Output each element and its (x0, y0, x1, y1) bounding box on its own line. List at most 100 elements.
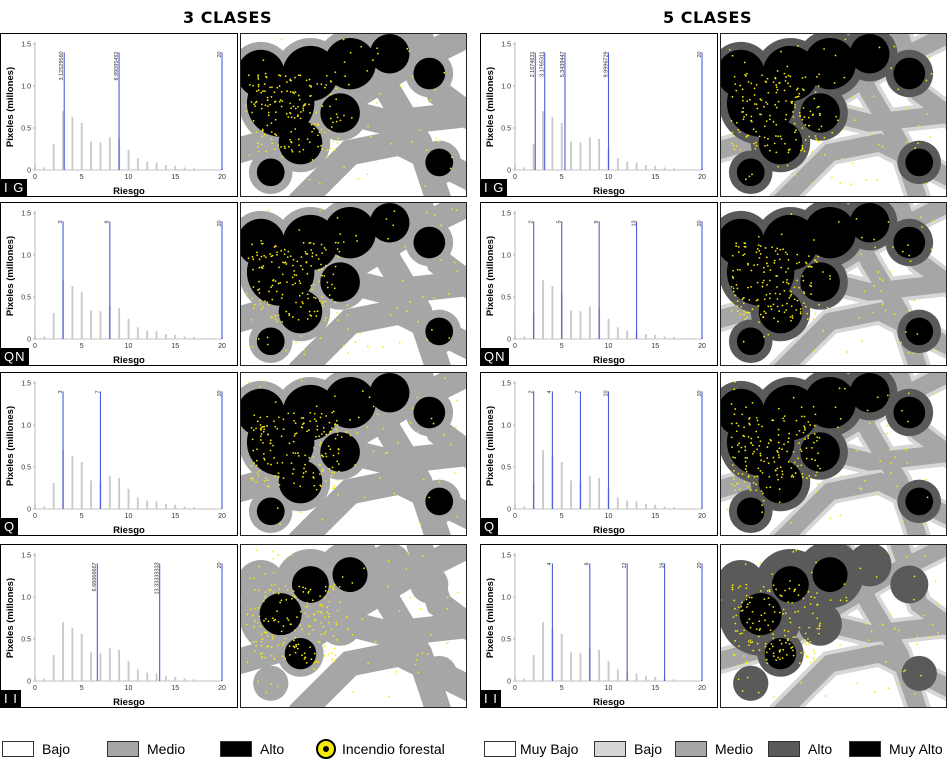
risk-core (241, 388, 285, 437)
fire-point (455, 209, 458, 212)
fire-point (905, 108, 908, 110)
fire-point (929, 136, 932, 139)
fire-point (744, 178, 747, 181)
x-tick-label: 5 (560, 685, 564, 692)
x-axis-label: Riesgo (593, 355, 625, 365)
fire-point (735, 614, 738, 617)
fire-point (786, 653, 788, 656)
fire-point (314, 297, 317, 300)
fire-point (799, 448, 802, 451)
y-tick-label: 1.0 (501, 595, 511, 602)
fire-point (298, 585, 301, 588)
fire-point (323, 275, 326, 277)
y-tick-label: 1.5 (21, 42, 31, 49)
fire-point (807, 124, 810, 127)
fire-point (834, 406, 837, 409)
fire-point (764, 145, 766, 147)
histogram-bar (52, 482, 55, 509)
risk-core (369, 34, 410, 74)
fire-point (294, 128, 297, 130)
fire-point (784, 118, 787, 121)
fire-point (796, 95, 799, 98)
histogram-bar (645, 333, 647, 339)
fire-point (913, 299, 916, 302)
fire-point (324, 590, 327, 592)
histogram-bar (551, 117, 554, 170)
fire-point (344, 75, 346, 78)
fire-point (794, 106, 796, 109)
fire-point (258, 258, 261, 261)
fire-point (759, 454, 762, 457)
method-badge: QN (481, 348, 509, 365)
fire-point (789, 580, 791, 582)
fire-point (284, 75, 287, 77)
fire-point (246, 661, 249, 664)
fire-point (326, 286, 329, 289)
risk-core (320, 93, 360, 133)
fire-point (740, 601, 743, 604)
fire-point (776, 467, 779, 470)
fire-point (264, 300, 266, 302)
class-break-label: 3.12529560 (59, 51, 65, 80)
x-tick-label: 15 (171, 343, 179, 350)
fire-point (750, 115, 753, 118)
fire-point (366, 426, 369, 429)
fire-point (894, 627, 896, 630)
fire-point (783, 89, 786, 92)
fire-point (747, 81, 750, 83)
fire-point (734, 622, 737, 625)
fire-point (325, 74, 328, 77)
fire-point (255, 464, 258, 467)
fire-point (318, 131, 321, 134)
fire-point (253, 303, 256, 306)
fire-point (786, 164, 789, 167)
histogram-bar (165, 164, 167, 170)
fire-point (328, 294, 331, 297)
fire-point (829, 277, 831, 280)
fire-point (913, 575, 916, 578)
fire-point (781, 470, 784, 473)
fire-point (337, 452, 340, 455)
risk-map-svg (721, 373, 946, 535)
fire-point (753, 94, 756, 96)
class-break-label: 5 (557, 220, 563, 223)
fire-point (276, 427, 279, 430)
fire-point (256, 142, 259, 145)
legend-swatch-alto (768, 741, 800, 757)
fire-point (756, 247, 759, 250)
risk-core (291, 566, 329, 603)
fire-point (767, 442, 770, 445)
risk-core (736, 158, 765, 187)
fire-point (336, 460, 339, 463)
fire-point (315, 315, 318, 317)
fire-point (884, 309, 887, 312)
fire-point (254, 620, 257, 622)
fire-point (248, 577, 251, 579)
fire-point (292, 105, 295, 108)
fire-point (838, 387, 841, 390)
fire-point (743, 115, 745, 118)
fire-point (814, 91, 817, 94)
fire-point (775, 659, 778, 661)
fire-point (802, 431, 805, 434)
risk-core (800, 262, 840, 302)
fire-point (826, 306, 829, 309)
fire-point (787, 461, 790, 463)
fire-point (741, 413, 744, 416)
fire-point (814, 312, 817, 315)
risk-core (905, 317, 934, 346)
fire-point (925, 79, 928, 82)
fire-point (311, 159, 314, 161)
fire-point (772, 655, 775, 658)
fire-point (318, 435, 321, 438)
class-break-label: 10 (603, 390, 609, 396)
fire-point (355, 432, 358, 434)
fire-point (277, 472, 280, 475)
fire-point (349, 418, 351, 421)
fire-point (310, 658, 313, 661)
fire-point (753, 87, 756, 90)
fire-point (325, 249, 327, 251)
fire-point (818, 112, 821, 115)
y-tick-label: 1.0 (21, 84, 31, 91)
fire-point (792, 476, 795, 478)
